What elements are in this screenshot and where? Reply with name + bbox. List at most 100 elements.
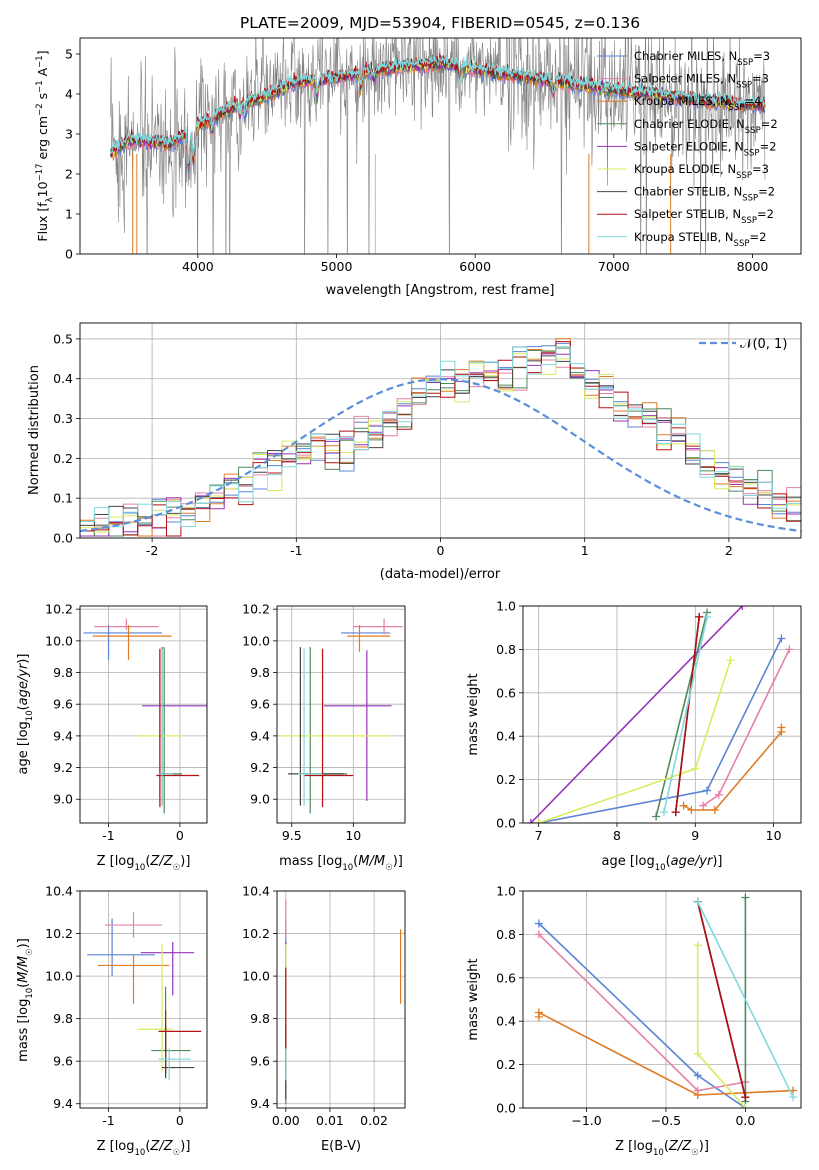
weight-marker [726, 656, 735, 665]
legend-label: Chabrier MILES, NSSP=3 [634, 49, 770, 68]
histogram-kroupa-stelib [80, 346, 801, 528]
weight-kroupa-elodie [693, 941, 750, 1108]
weight-marker [777, 634, 786, 643]
y-tick-label: 0.2 [496, 1057, 516, 1072]
residual-y-label: Normed distribution [27, 365, 42, 495]
plot-area-weight-vs-Z [534, 893, 798, 1108]
y-tick-label: 1.0 [496, 599, 516, 614]
weight-marker [741, 893, 750, 902]
weight-line [538, 660, 732, 823]
y-tick-label: 9.6 [53, 697, 73, 712]
weight-kroupa-miles [679, 723, 786, 814]
y-tick-label: 10.4 [45, 884, 73, 899]
x-tick-label: -1 [290, 543, 302, 558]
legend-label: Kroupa MILES, NSSP=4 [634, 94, 761, 113]
weight-vs-Z-y-label: mass weight [466, 958, 481, 1040]
y-tick-label: 4 [65, 87, 73, 102]
x-tick-label: 1 [581, 543, 589, 558]
x-tick-label: −1.0 [571, 1113, 601, 1128]
y-tick-label: 9.4 [250, 728, 270, 743]
y-tick-label: 1.0 [496, 884, 516, 899]
weight-marker [534, 819, 543, 823]
histogram-salpeter-stelib [80, 341, 801, 537]
figure-title: PLATE=2009, MJD=53904, FIBERID=0545, z=0… [240, 14, 640, 32]
y-tick-label: 0.2 [53, 451, 73, 466]
weight-chabrier-miles [534, 919, 750, 1108]
errorbar-salpeter-miles [94, 618, 159, 630]
mass-vs-ebv-x-label: E(B-V) [321, 1139, 361, 1154]
weight-salpeter-elodie [526, 606, 747, 823]
x-tick-label: 0.02 [360, 1113, 388, 1128]
y-tick-label: 9.6 [250, 697, 270, 712]
spectrum-y-label: Flux [fλ10−17 erg cm−2 s−1 A−1] [35, 50, 55, 241]
x-tick-label: -2 [146, 543, 158, 558]
errorbar-salpeter-stelib [156, 648, 200, 808]
x-tick-label: -1 [102, 828, 114, 843]
y-tick-label: 5 [65, 47, 73, 62]
weight-marker [695, 612, 704, 621]
weight-marker [534, 1008, 543, 1017]
weight-line [530, 606, 743, 823]
y-tick-label: 10.0 [242, 969, 270, 984]
y-tick-label: 0.0 [53, 531, 73, 546]
errorbar-salpeter-miles [353, 618, 403, 635]
legend-label: Kroupa STELIB, NSSP=2 [634, 230, 766, 249]
x-tick-label: 0 [176, 1113, 184, 1128]
x-tick-label: 6000 [459, 259, 491, 274]
plot-area-mass-vs-Z [87, 912, 202, 1081]
x-tick-label: 0.00 [272, 1113, 300, 1128]
y-tick-label: 0.4 [496, 1014, 516, 1029]
age-vs-mass-x-label: mass [log10(M/M☉)] [279, 854, 403, 873]
weight-line [538, 922, 746, 1108]
y-tick-label: 10.2 [45, 602, 73, 617]
x-tick-label: 4000 [182, 259, 214, 274]
weight-line [655, 612, 708, 817]
errorbar-chabrier-miles [87, 918, 155, 977]
weight-marker [777, 723, 786, 732]
y-tick-label: 9.8 [250, 665, 270, 680]
y-tick-label: 10.2 [242, 602, 270, 617]
x-tick-label: 0.01 [316, 1113, 344, 1128]
weight-marker [693, 1071, 702, 1080]
errorbar-salpeter-elodie [323, 650, 392, 801]
weight-marker [710, 805, 719, 814]
errorbar-kroupa-miles [97, 954, 170, 1004]
chart-spectrum: 4000 5000 6000 7000 8000 0 1 2 3 4 5 Chabrier MILES… [35, 37, 802, 298]
y-tick-label: 0.5 [53, 331, 73, 346]
errorbar-kroupa-elodie [137, 944, 173, 1072]
x-tick-label: 5000 [321, 259, 353, 274]
y-tick-label: 0.0 [496, 1101, 516, 1116]
y-tick-label: 0.6 [496, 970, 516, 985]
legend-label: Chabrier ELODIE, NSSP=2 [634, 117, 778, 136]
chart-weight-vs-age: 7 8 9 10 0.0 0.2 0.4 0.6 0.8 1.0 age [log10(age/yr… [466, 599, 802, 873]
y-tick-label: 10.2 [242, 926, 270, 941]
errorbar-kroupa-stelib [158, 1048, 191, 1081]
y-tick-label: 9.4 [53, 1096, 73, 1111]
y-tick-label: 9.0 [250, 792, 270, 807]
legend-label: Chabrier STELIB, NSSP=2 [634, 185, 775, 204]
plot-area-mass-vs-ebv [285, 899, 402, 1104]
weight-marker [738, 606, 747, 610]
spectrum-x-label: wavelength [Angstrom, rest frame] [326, 283, 555, 298]
weight-marker [699, 801, 708, 810]
x-tick-label: 10 [766, 828, 782, 843]
x-tick-label: 8000 [737, 259, 769, 274]
residual-x-label: (data-model)/error [380, 567, 501, 582]
errorbar-salpeter-stelib [304, 648, 354, 808]
y-tick-label: 9.2 [53, 760, 73, 775]
chart-weight-vs-Z: −1.0 −0.5 0.0 0.0 0.2 0.4 0.6 0.8 1.0 Z [log10(Z/… [466, 884, 802, 1158]
x-tick-label: 9.5 [282, 828, 302, 843]
axes-frame [276, 605, 406, 824]
weight-line [663, 616, 708, 813]
y-tick-label: 10.4 [242, 884, 270, 899]
y-tick-label: 9.4 [250, 1096, 270, 1111]
chart-age-vs-Z: -1 0 9.0 9.2 9.4 9.6 9.8 10.0 10.2 Z [log10(Z/Z☉)… [16, 602, 208, 873]
weight-line [674, 616, 700, 813]
errorbar-chabrier-stelib [162, 1025, 195, 1079]
weight-vs-age-y-label: mass weight [466, 673, 481, 755]
normal-curve [80, 378, 801, 533]
y-tick-label: 10.0 [45, 969, 73, 984]
y-tick-label: 10.2 [45, 926, 73, 941]
errorbar-salpeter-elodie [140, 942, 195, 996]
weight-marker [526, 819, 535, 823]
